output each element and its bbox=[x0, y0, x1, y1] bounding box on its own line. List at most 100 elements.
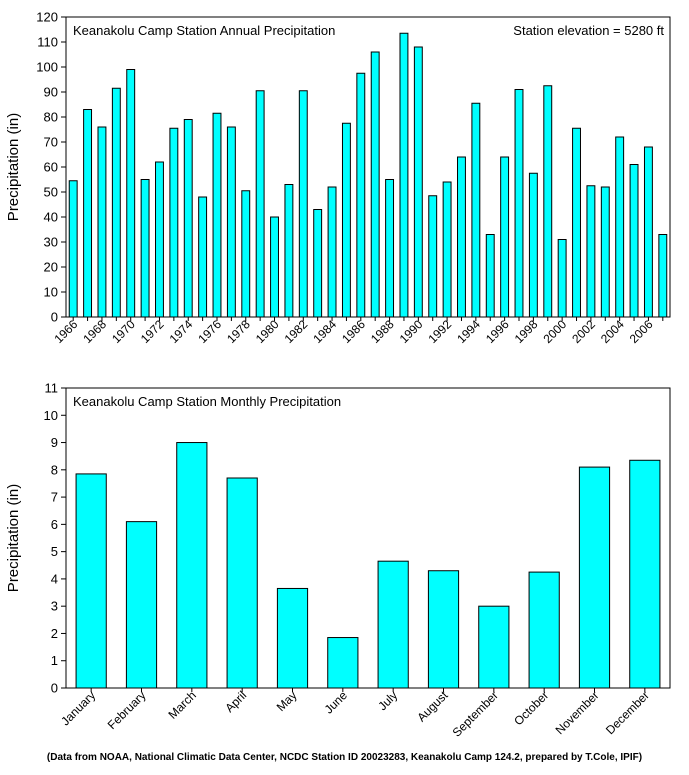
bar-2000 bbox=[557, 239, 567, 318]
y-tick-label: 0 bbox=[51, 310, 58, 325]
monthly-bars bbox=[75, 442, 661, 689]
bar-July bbox=[377, 560, 409, 689]
y-tick-label: 20 bbox=[44, 260, 58, 275]
y-tick-label: 90 bbox=[44, 85, 58, 100]
bar-February bbox=[125, 521, 158, 689]
x-tick-label: 1980 bbox=[253, 317, 282, 346]
y-tick-label: 11 bbox=[45, 381, 59, 396]
x-tick-label: 1996 bbox=[483, 317, 512, 346]
bar-1990 bbox=[413, 46, 423, 318]
bar-May bbox=[276, 587, 309, 689]
y-tick-label: 10 bbox=[44, 408, 58, 423]
bar-August bbox=[427, 570, 460, 689]
bar-1997 bbox=[514, 89, 524, 318]
monthly-precipitation-chart: Keanakolu Camp Station Monthly Precipita… bbox=[5, 381, 671, 740]
bar-1985 bbox=[341, 122, 351, 318]
bar-2001 bbox=[572, 127, 581, 318]
bar-1967 bbox=[83, 109, 93, 318]
x-tick-label: October bbox=[511, 688, 551, 728]
x-tick-label: 1970 bbox=[109, 317, 138, 346]
station-elevation-note: Station elevation = 5280 ft bbox=[513, 23, 664, 38]
monthly-chart-title: Keanakolu Camp Station Monthly Precipita… bbox=[73, 394, 341, 409]
x-tick-label: May bbox=[274, 688, 300, 714]
x-tick-label: 1968 bbox=[80, 317, 109, 346]
x-tick-label: 1976 bbox=[195, 317, 224, 346]
bar-1992 bbox=[442, 181, 452, 318]
bar-1976 bbox=[212, 112, 222, 318]
bar-1987 bbox=[370, 51, 380, 318]
y-tick-label: 7 bbox=[51, 490, 58, 505]
y-tick-label: 2 bbox=[51, 626, 58, 641]
bar-1978 bbox=[241, 190, 251, 318]
x-tick-label: 2000 bbox=[540, 317, 569, 346]
x-tick-label: July bbox=[375, 688, 400, 713]
bar-1999 bbox=[543, 85, 553, 318]
x-tick-label: March bbox=[165, 688, 198, 721]
bar-1975 bbox=[198, 196, 208, 318]
monthly-y-axis-label: Precipitation (in) bbox=[5, 484, 22, 592]
y-tick-label: 9 bbox=[51, 435, 58, 450]
annual-chart-title: Keanakolu Camp Station Annual Precipitat… bbox=[73, 23, 335, 38]
bar-1980 bbox=[270, 216, 279, 318]
bar-1970 bbox=[126, 69, 136, 318]
x-tick-label: 2006 bbox=[627, 317, 656, 346]
bar-1977 bbox=[226, 126, 236, 318]
annual-precipitation-chart: Keanakolu Camp Station Annual Precipitat… bbox=[5, 10, 671, 346]
y-tick-label: 110 bbox=[37, 35, 58, 50]
x-tick-label: November bbox=[553, 688, 602, 737]
bar-January bbox=[75, 473, 107, 689]
bar-1969 bbox=[111, 87, 121, 318]
data-source-footer: (Data from NOAA, National Climatic Data … bbox=[46, 752, 643, 763]
x-tick-label: April bbox=[222, 688, 249, 715]
x-tick-label: February bbox=[105, 688, 149, 732]
bar-2003 bbox=[600, 186, 610, 318]
y-tick-label: 1 bbox=[51, 653, 58, 668]
monthly-plot-frame bbox=[65, 387, 671, 689]
bar-November bbox=[578, 466, 611, 689]
annual-plot-frame bbox=[65, 16, 671, 318]
y-tick-label: 3 bbox=[51, 599, 58, 614]
x-tick-label: 1982 bbox=[282, 317, 311, 346]
bar-1984 bbox=[327, 186, 337, 318]
x-tick-label: 1978 bbox=[224, 317, 253, 346]
x-tick-label: 1988 bbox=[368, 317, 397, 346]
x-tick-label: 1986 bbox=[339, 317, 368, 346]
bar-October bbox=[528, 571, 560, 689]
x-tick-label: 1984 bbox=[310, 317, 339, 346]
y-tick-label: 8 bbox=[51, 462, 58, 477]
bar-2002 bbox=[586, 185, 596, 318]
bar-1973 bbox=[169, 127, 179, 318]
bar-1972 bbox=[155, 161, 164, 318]
annual-y-axis: 0 10 20 30 40 50 60 70 80 90 100 110 120 bbox=[36, 10, 66, 325]
bar-1991 bbox=[428, 195, 438, 318]
bar-1998 bbox=[528, 172, 538, 318]
y-tick-label: 100 bbox=[36, 60, 58, 75]
bar-1981 bbox=[284, 184, 294, 318]
annual-bars bbox=[68, 32, 668, 318]
x-tick-label: September bbox=[450, 688, 501, 739]
y-tick-label: 0 bbox=[51, 681, 58, 696]
x-tick-label: 1992 bbox=[425, 317, 454, 346]
bar-2006 bbox=[643, 146, 653, 318]
x-tick-label: 1974 bbox=[167, 317, 196, 346]
x-tick-label: 1972 bbox=[138, 317, 167, 346]
bar-1971 bbox=[140, 179, 150, 318]
bar-2007 bbox=[658, 234, 668, 318]
y-tick-label: 4 bbox=[51, 571, 58, 586]
x-tick-label: 2002 bbox=[569, 317, 598, 346]
bar-2005 bbox=[629, 164, 639, 318]
monthly-x-axis: January February March April May June July Augu… bbox=[58, 688, 652, 740]
bar-1982 bbox=[298, 90, 308, 318]
y-tick-label: 10 bbox=[44, 285, 58, 300]
x-tick-label: August bbox=[414, 688, 451, 725]
bar-1983 bbox=[313, 209, 323, 318]
y-tick-label: 120 bbox=[36, 10, 58, 25]
x-tick-label: June bbox=[322, 688, 351, 717]
bar-September bbox=[478, 605, 510, 689]
bar-1989 bbox=[399, 32, 409, 318]
x-tick-label: 1994 bbox=[454, 317, 483, 346]
x-tick-label: January bbox=[58, 688, 98, 728]
bar-1988 bbox=[385, 179, 395, 318]
bar-1986 bbox=[356, 72, 366, 318]
